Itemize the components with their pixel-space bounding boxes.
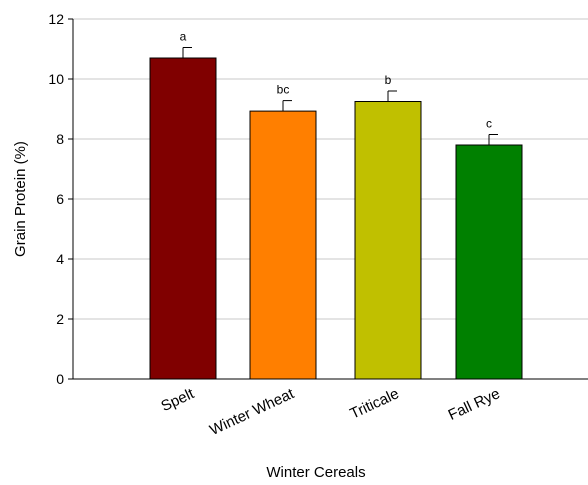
bars: [149, 57, 523, 380]
x-tick-label-3: Fall Rye: [446, 385, 503, 424]
bar-triticale: [354, 101, 422, 380]
y-tick-label-2: 4: [56, 251, 64, 267]
bar-spelt: [149, 57, 217, 380]
y-tick-label-6: 12: [48, 11, 64, 27]
x-tick-label-0: Spelt: [159, 385, 198, 415]
bar-winter-wheat: [249, 110, 317, 380]
y-tick-label-5: 10: [48, 71, 64, 87]
error-bars: [182, 47, 498, 145]
y-tick-label-3: 6: [56, 191, 64, 207]
y-tick-label-1: 2: [56, 311, 64, 327]
x-tick-label-2: Triticale: [347, 385, 401, 422]
x-tick-label-1: Winter Wheat: [207, 385, 297, 439]
sig-letter-0: a: [180, 30, 187, 44]
sig-letter-2: b: [385, 73, 392, 87]
y-axis-label: Grain Protein (%): [12, 141, 29, 257]
bar-fall-rye: [455, 144, 523, 380]
sig-letter-3: c: [486, 117, 492, 131]
x-axis-label: Winter Cereals: [266, 464, 365, 481]
y-tick-label-0: 0: [56, 371, 64, 387]
y-axis-ticks: 0 2 4 6 8 10 12: [48, 11, 73, 387]
sig-letter-1: bc: [277, 83, 290, 97]
x-axis-tick-labels: Spelt Winter Wheat Triticale Fall Rye: [159, 385, 503, 439]
y-tick-label-4: 8: [56, 131, 64, 147]
